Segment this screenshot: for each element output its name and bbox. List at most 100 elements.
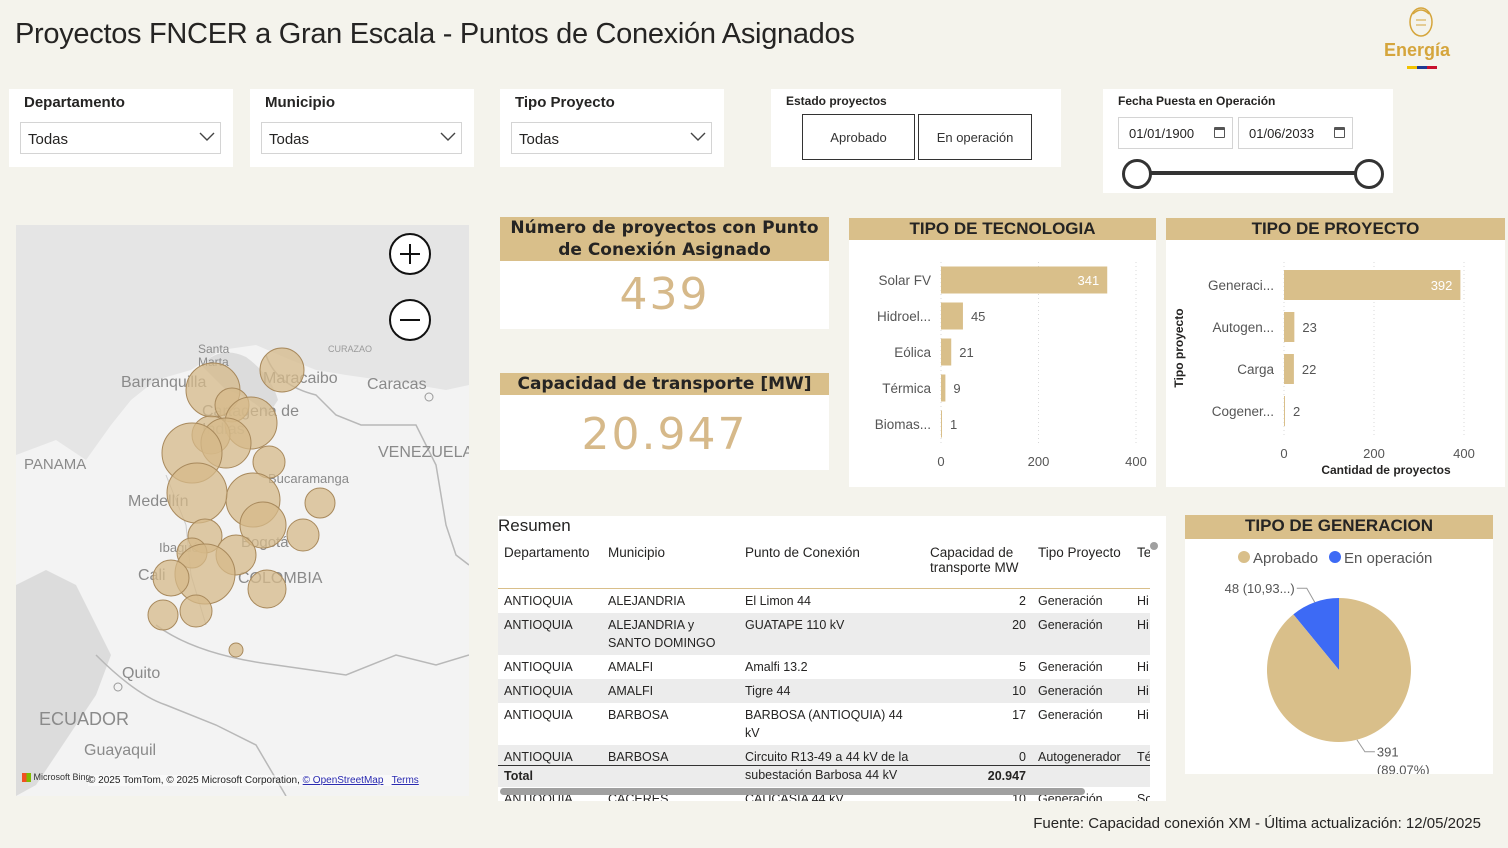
kpi-label: Capacidad de transporte [MW] <box>500 373 829 395</box>
range-start-handle[interactable] <box>1122 159 1152 189</box>
table-row[interactable]: ANTIOQUIA CÁCERES CAUCASIA 44 kV 10 Generaci… <box>498 787 1150 802</box>
slicer-departamento: Departamento Todas <box>9 89 233 167</box>
column-header[interactable]: Punto de Conexión <box>739 540 924 589</box>
column-header[interactable]: Te <box>1131 540 1150 589</box>
table-cell: AMALFI <box>608 659 654 674</box>
legend-label[interactable]: En operación <box>1344 550 1432 567</box>
x-tick-label: 400 <box>1125 454 1147 469</box>
table-cell: 5 <box>1019 659 1026 674</box>
map-bubbles[interactable] <box>147 347 336 658</box>
chart-tecnologia: TIPO DE TECNOLOGIA 0 200 400 Solar FV 341 Hid… <box>849 218 1156 487</box>
column-header[interactable]: Municipio <box>602 540 739 589</box>
bar[interactable] <box>941 338 952 366</box>
chart-generacion-svg[interactable]: Aprobado En operación 48 (10,93...) 391 (89,… <box>1185 515 1493 774</box>
coat-of-arms-icon <box>1409 7 1433 37</box>
end-date-value: 01/06/2033 <box>1249 126 1315 141</box>
municipio-dropdown[interactable]: Todas <box>261 122 462 154</box>
category-label: Cogener... <box>1212 404 1274 419</box>
slicer-fecha: Fecha Puesta en Operación 01/01/1900 01/… <box>1103 89 1393 193</box>
table-cell: Hi <box>1137 593 1149 608</box>
category-label: Solar FV <box>878 273 931 288</box>
estado-aprobado-button[interactable]: Aprobado <box>802 114 915 160</box>
map-bubble[interactable] <box>166 462 228 524</box>
data-label: 45 <box>971 309 985 324</box>
table-cell: Generación <box>1032 612 1131 655</box>
slicer-label: Fecha Puesta en Operación <box>1118 94 1276 108</box>
calendar-icon <box>1334 127 1345 138</box>
summary-table: Resumen Departamento Municipio Punto de … <box>498 516 1166 801</box>
map-bubble[interactable] <box>259 347 305 393</box>
range-end-handle[interactable] <box>1354 159 1384 189</box>
kpi-value: 439 <box>619 269 710 320</box>
data-label: 392 <box>1431 278 1453 293</box>
data-label: (89,07%) <box>1377 763 1430 774</box>
slicer-estado: Estado proyectos Aprobado En operación <box>771 89 1061 167</box>
pie-slice[interactable] <box>1267 598 1411 742</box>
table-cell: ALEJANDRIA <box>608 593 686 608</box>
data-label: 341 <box>1078 273 1100 288</box>
table-row[interactable]: ANTIOQUIA AMALFI Tigre 44 10 Generación Hi <box>498 678 1150 703</box>
category-label: Eólica <box>894 345 931 360</box>
bar[interactable] <box>1284 270 1461 300</box>
tipo-proyecto-dropdown[interactable]: Todas <box>511 122 712 154</box>
legend-marker <box>1329 551 1341 563</box>
column-header[interactable]: Capacidad de transporte MW <box>924 540 1032 589</box>
chart-tecnologia-svg[interactable]: 0 200 400 Solar FV 341 Hidroel... 45 Eólica 21 Té… <box>849 218 1156 487</box>
bar[interactable] <box>1284 354 1294 384</box>
pie-slice[interactable] <box>1293 598 1339 670</box>
x-axis-label: Cantidad de proyectos <box>1321 463 1451 477</box>
map-bubble[interactable] <box>228 642 244 658</box>
bar[interactable] <box>941 302 963 330</box>
zoom-in-button[interactable] <box>389 233 431 275</box>
chevron-down-icon <box>690 132 706 141</box>
column-header[interactable]: Tipo Proyecto <box>1032 540 1131 589</box>
table-row[interactable]: ANTIOQUIA BARBOSA BARBOSA (ANTIOQUIA) 44 k… <box>498 703 1150 745</box>
summary-table-grid: Departamento Municipio Punto de Conexión… <box>498 540 1150 801</box>
horizontal-scrollbar[interactable] <box>500 788 1085 795</box>
osm-link[interactable]: © OpenStreetMap <box>302 775 384 786</box>
legend-label[interactable]: Aprobado <box>1253 550 1318 567</box>
map-label: Bucaramanga <box>268 471 350 486</box>
data-label: 21 <box>959 345 973 360</box>
column-header[interactable]: Departamento <box>498 540 602 589</box>
estado-en-operacion-button[interactable]: En operación <box>918 114 1032 160</box>
leader-line <box>1296 587 1316 603</box>
map-label: CURAZAO <box>328 344 372 354</box>
start-date-input[interactable]: 01/01/1900 <box>1118 117 1233 149</box>
bar[interactable] <box>1284 396 1285 426</box>
table-cell: 10 <box>924 678 1032 703</box>
table-title: Resumen <box>498 516 571 535</box>
map-bubble[interactable] <box>152 559 190 597</box>
map-bubble[interactable] <box>247 569 287 609</box>
chevron-down-icon <box>440 132 456 141</box>
table-cell: ANTIOQUIA <box>504 791 573 802</box>
zoom-out-button[interactable] <box>389 299 431 341</box>
bar[interactable] <box>1284 312 1295 342</box>
terms-link[interactable]: Terms <box>391 775 419 786</box>
map-bubble[interactable] <box>147 599 179 631</box>
table-row[interactable]: ANTIOQUIA AMALFI Amalfi 13.2 5 Generación Hi <box>498 655 1150 679</box>
map-bubble[interactable] <box>239 501 287 549</box>
table-cell: ALEJANDRIA y SANTO DOMINGO <box>602 612 739 655</box>
departamento-dropdown[interactable]: Todas <box>20 122 221 154</box>
data-label: 1 <box>950 417 957 432</box>
map-visual[interactable]: Barranquilla Santa Marta Maracaibo Carac… <box>16 225 469 796</box>
map-bubble[interactable] <box>304 487 336 519</box>
chart-generacion: TIPO DE GENERACION Aprobado En operación 4… <box>1185 515 1493 774</box>
bar[interactable] <box>941 410 942 438</box>
map-bubble[interactable] <box>179 594 213 628</box>
table-cell: Generación <box>1038 593 1103 608</box>
bar[interactable] <box>941 374 946 402</box>
bar[interactable] <box>941 266 1108 294</box>
category-label: Generaci... <box>1208 278 1274 293</box>
table-cell: Generación <box>1038 791 1103 802</box>
table-row[interactable]: ANTIOQUIA ALEJANDRIA y SANTO DOMINGO GUATA… <box>498 612 1150 655</box>
vertical-scrollbar[interactable] <box>1150 542 1158 550</box>
table-row[interactable]: ANTIOQUIA ALEJANDRIA El Limon 44 2 Generació… <box>498 588 1150 613</box>
data-label: 22 <box>1302 362 1316 377</box>
x-tick-label: 0 <box>937 454 944 469</box>
kpi-projects-card: Número de proyectos con Punto de Conexió… <box>500 217 829 329</box>
end-date-input[interactable]: 01/06/2033 <box>1238 117 1353 149</box>
map-bubble[interactable] <box>286 518 320 552</box>
